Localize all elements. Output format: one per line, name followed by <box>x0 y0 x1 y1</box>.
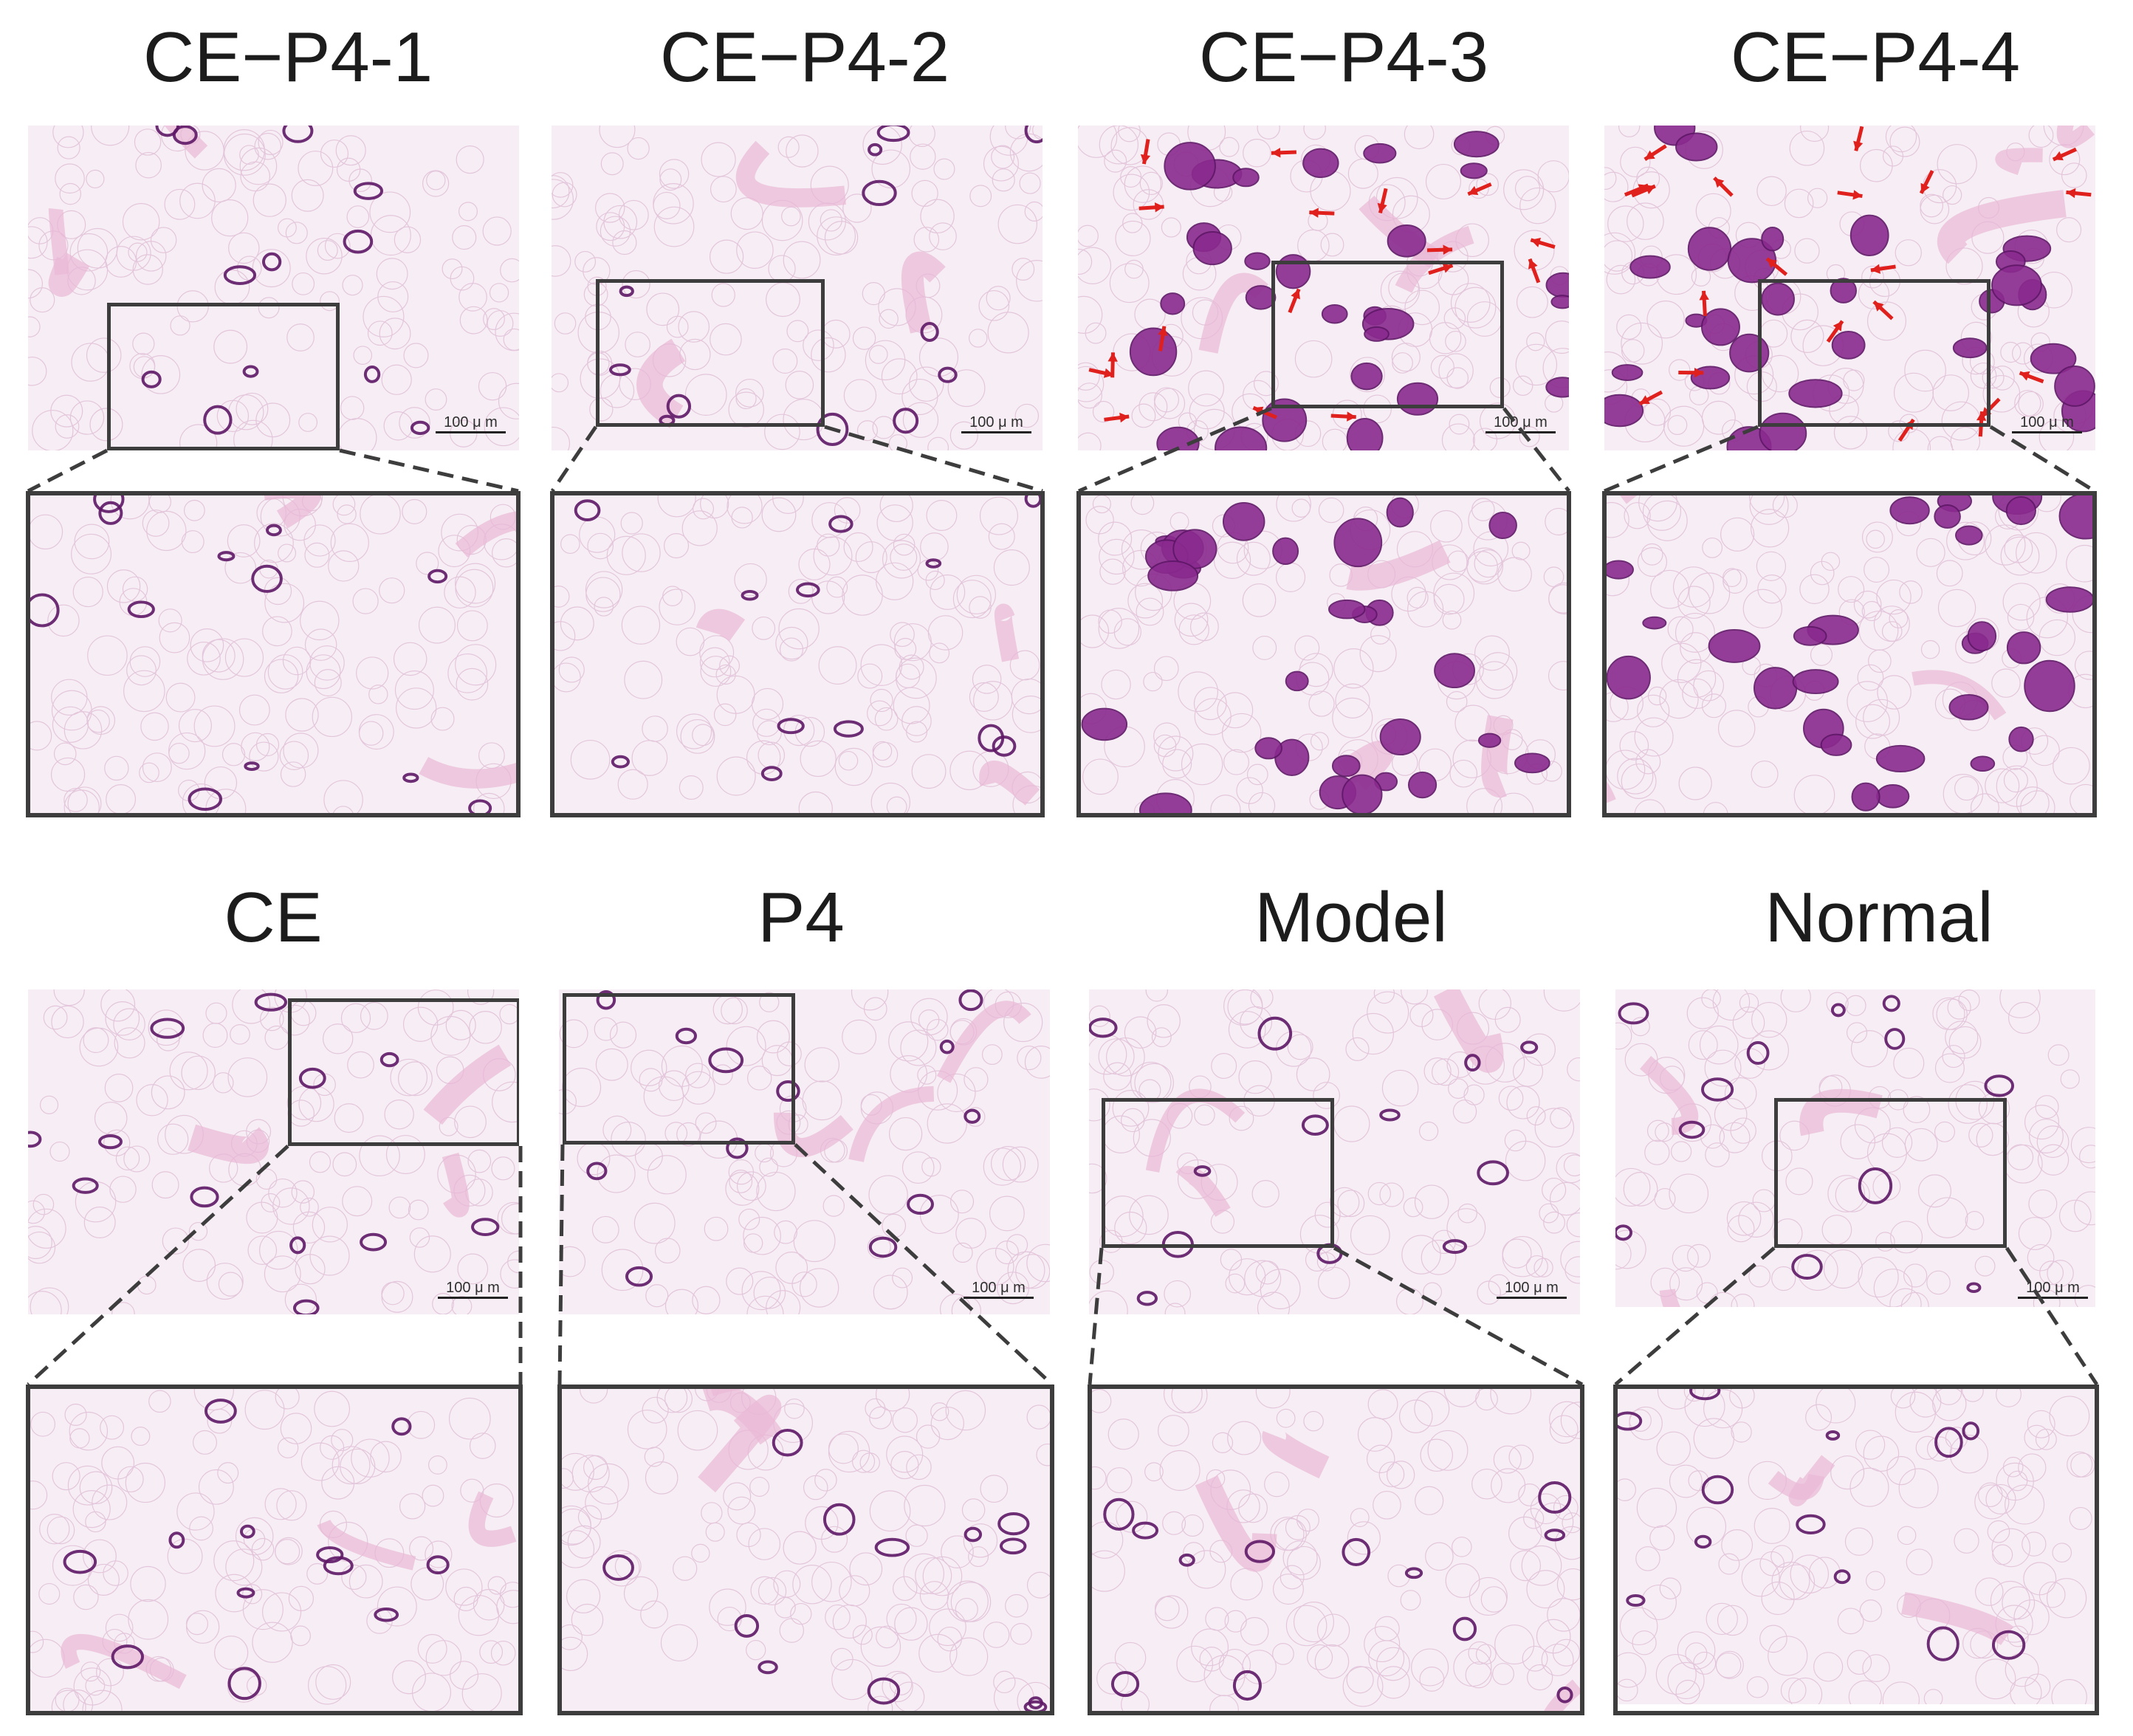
overview-image-ce-p4-1: 100 μ m <box>28 126 519 450</box>
red-arrow-icon <box>1426 244 1453 255</box>
red-arrow-icon <box>1138 202 1164 213</box>
panel-title-ce-p4-2: CE−P4-2 <box>659 18 950 97</box>
red-arrow-icon <box>1140 139 1151 165</box>
red-arrow-icon <box>1678 368 1704 378</box>
tissue-section <box>1081 495 1567 813</box>
tissue-section <box>1618 1389 2095 1705</box>
tissue-section <box>1604 126 2095 450</box>
panel-title-ce: CE <box>224 878 323 957</box>
red-arrow-icon <box>1467 182 1492 196</box>
red-arrow-icon <box>1330 411 1356 422</box>
red-arrow-icon <box>1631 184 1656 198</box>
scale-bar: 100 μ m <box>438 1280 508 1299</box>
scale-bar: 100 μ m <box>1497 1280 1567 1299</box>
red-arrow-icon <box>1699 290 1709 316</box>
scale-bar: 100 μ m <box>2012 415 2082 433</box>
red-arrow-icon <box>1528 258 1541 284</box>
red-arrow-icon <box>1530 237 1556 249</box>
red-arrow-icon <box>2052 147 2077 162</box>
overview-image-p4: 100 μ m <box>559 989 1050 1318</box>
red-arrow-icon <box>1872 300 1894 320</box>
zoom-region-box <box>1774 1098 2007 1248</box>
tissue-section <box>552 126 1043 450</box>
zoom-image-model <box>1088 1385 1584 1715</box>
zoom-image-ce-p4-3 <box>1076 491 1571 817</box>
tissue-section <box>30 495 516 813</box>
red-arrow-icon <box>1713 176 1734 197</box>
overview-image-ce-p4-2: 100 μ m <box>552 126 1043 450</box>
tissue-section <box>1607 495 2092 813</box>
overview-image-ce: 100 μ m <box>28 989 519 1318</box>
panel-title-model: Model <box>1254 878 1448 957</box>
zoom-region-box <box>596 279 825 427</box>
scale-bar: 100 μ m <box>964 1280 1034 1299</box>
red-arrow-icon <box>2066 188 2092 199</box>
tissue-section <box>1092 1389 1580 1711</box>
zoom-region-box <box>107 303 340 450</box>
zoom-region-box <box>563 993 795 1145</box>
red-arrow-icon <box>1271 148 1296 158</box>
red-arrow-icon <box>1870 264 1896 274</box>
zoom-region-box <box>288 998 519 1146</box>
red-arrow-icon <box>1158 326 1168 351</box>
zoom-image-normal <box>1613 1385 2099 1715</box>
zoom-image-p4 <box>557 1385 1054 1715</box>
panel-title-ce-p4-3: CE−P4-3 <box>1198 18 1489 97</box>
panel-title-ce-p4-4: CE−P4-4 <box>1730 18 2021 97</box>
tissue-section <box>562 1389 1050 1711</box>
zoom-region-box <box>1271 261 1504 408</box>
zoom-image-ce <box>26 1385 523 1715</box>
red-arrow-icon <box>1765 257 1788 276</box>
panel-title-normal: Normal <box>1765 878 1993 957</box>
scale-bar: 100 μ m <box>1485 415 1556 433</box>
zoom-image-ce-p4-1 <box>26 491 521 817</box>
overview-image-model: 100 μ m <box>1089 989 1580 1318</box>
red-arrow-icon <box>1377 188 1388 213</box>
red-arrow-icon <box>1309 207 1335 218</box>
zoom-region-box <box>1102 1098 1334 1248</box>
tissue-section <box>30 1389 518 1711</box>
panel-title-p4: P4 <box>758 878 845 957</box>
red-arrow-icon <box>1643 144 1667 161</box>
tissue-section <box>554 495 1040 813</box>
overview-image-ce-p4-3: 100 μ m <box>1078 126 1569 450</box>
zoom-region-box <box>1758 279 1991 427</box>
zoom-image-ce-p4-4 <box>1602 491 2097 817</box>
red-arrow-icon <box>1826 320 1844 343</box>
overview-image-ce-p4-4: 100 μ m <box>1604 126 2095 450</box>
scale-bar: 100 μ m <box>436 415 506 433</box>
red-arrow-icon <box>1853 126 1864 151</box>
red-arrow-icon <box>2019 371 2044 384</box>
scale-bar: 100 μ m <box>961 415 1031 433</box>
tissue-section <box>1078 126 1569 450</box>
red-arrow-icon <box>1288 288 1301 314</box>
red-arrow-icon <box>1107 352 1118 378</box>
red-arrow-icon <box>1638 390 1663 406</box>
zoom-image-ce-p4-2 <box>550 491 1045 817</box>
red-arrow-icon <box>1837 190 1863 200</box>
panel-title-ce-p4-1: CE−P4-1 <box>142 18 433 97</box>
scale-bar: 100 μ m <box>2018 1280 2088 1299</box>
overview-image-normal: 100 μ m <box>1615 989 2095 1318</box>
red-arrow-icon <box>1919 170 1934 194</box>
red-arrow-icon <box>1428 263 1454 275</box>
